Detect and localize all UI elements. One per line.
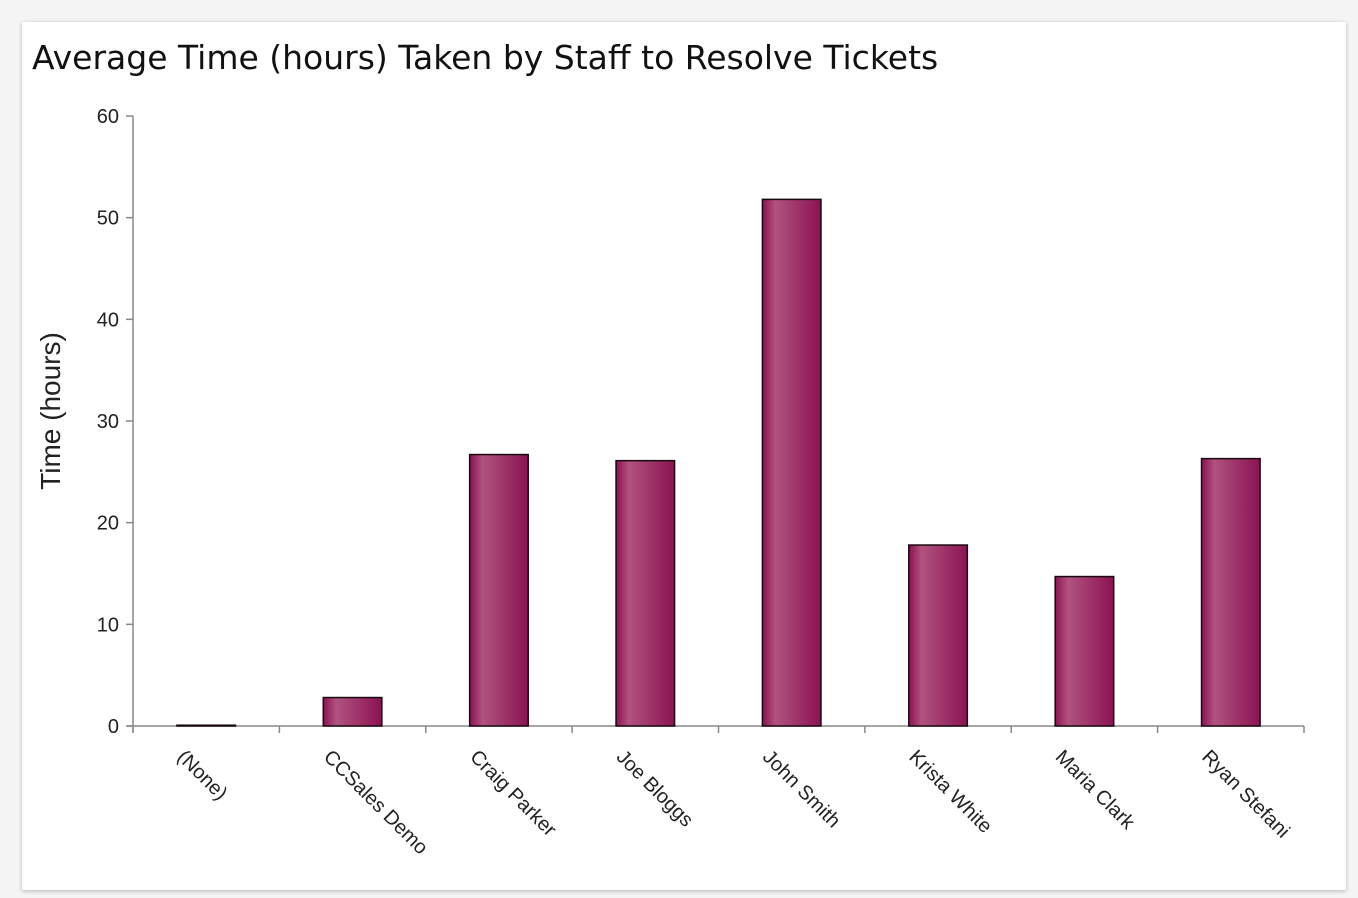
y-tick-label: 30 bbox=[97, 411, 119, 433]
bar[interactable] bbox=[322, 696, 383, 727]
x-tick-label: Ryan Stefani bbox=[1197, 746, 1294, 843]
bar[interactable] bbox=[615, 459, 676, 727]
x-tick-label: Krista White bbox=[905, 746, 997, 838]
y-axis-title: Time (hours) bbox=[35, 332, 66, 490]
labels: 0 10 20 30 40 50 60 (None) CCSales Demo Craig Par… bbox=[97, 106, 1294, 859]
y-tick-label: 40 bbox=[97, 309, 119, 331]
y-tick-label: 60 bbox=[97, 106, 119, 128]
bar[interactable] bbox=[908, 544, 969, 727]
y-tick-label: 20 bbox=[97, 513, 119, 535]
bar-chart: 0 10 20 30 40 50 60 (None) CCSales Demo Craig Par… bbox=[35, 106, 1305, 859]
chart-title: Average Time (hours) Taken by Staff to R… bbox=[32, 38, 939, 77]
bar[interactable] bbox=[1200, 457, 1261, 727]
x-tick-label: Craig Parker bbox=[465, 746, 560, 841]
y-tick-label: 10 bbox=[97, 614, 119, 636]
x-tick-label: (None) bbox=[173, 746, 232, 805]
x-tick-label: John Smith bbox=[758, 746, 844, 832]
axes bbox=[126, 115, 1305, 733]
y-tick-label: 0 bbox=[108, 716, 119, 738]
x-tick-label: Maria Clark bbox=[1051, 746, 1140, 835]
bar[interactable] bbox=[176, 724, 237, 727]
chart-card: Average Time (hours) Taken by Staff to R… bbox=[22, 22, 1346, 890]
bar[interactable] bbox=[468, 453, 529, 727]
bars bbox=[176, 198, 1261, 727]
x-tick-label: Joe Bloggs bbox=[612, 746, 698, 832]
x-tick-label: CCSales Demo bbox=[319, 746, 432, 859]
bar[interactable] bbox=[1054, 575, 1115, 727]
y-tick-label: 50 bbox=[97, 208, 119, 230]
bar[interactable] bbox=[761, 198, 822, 727]
